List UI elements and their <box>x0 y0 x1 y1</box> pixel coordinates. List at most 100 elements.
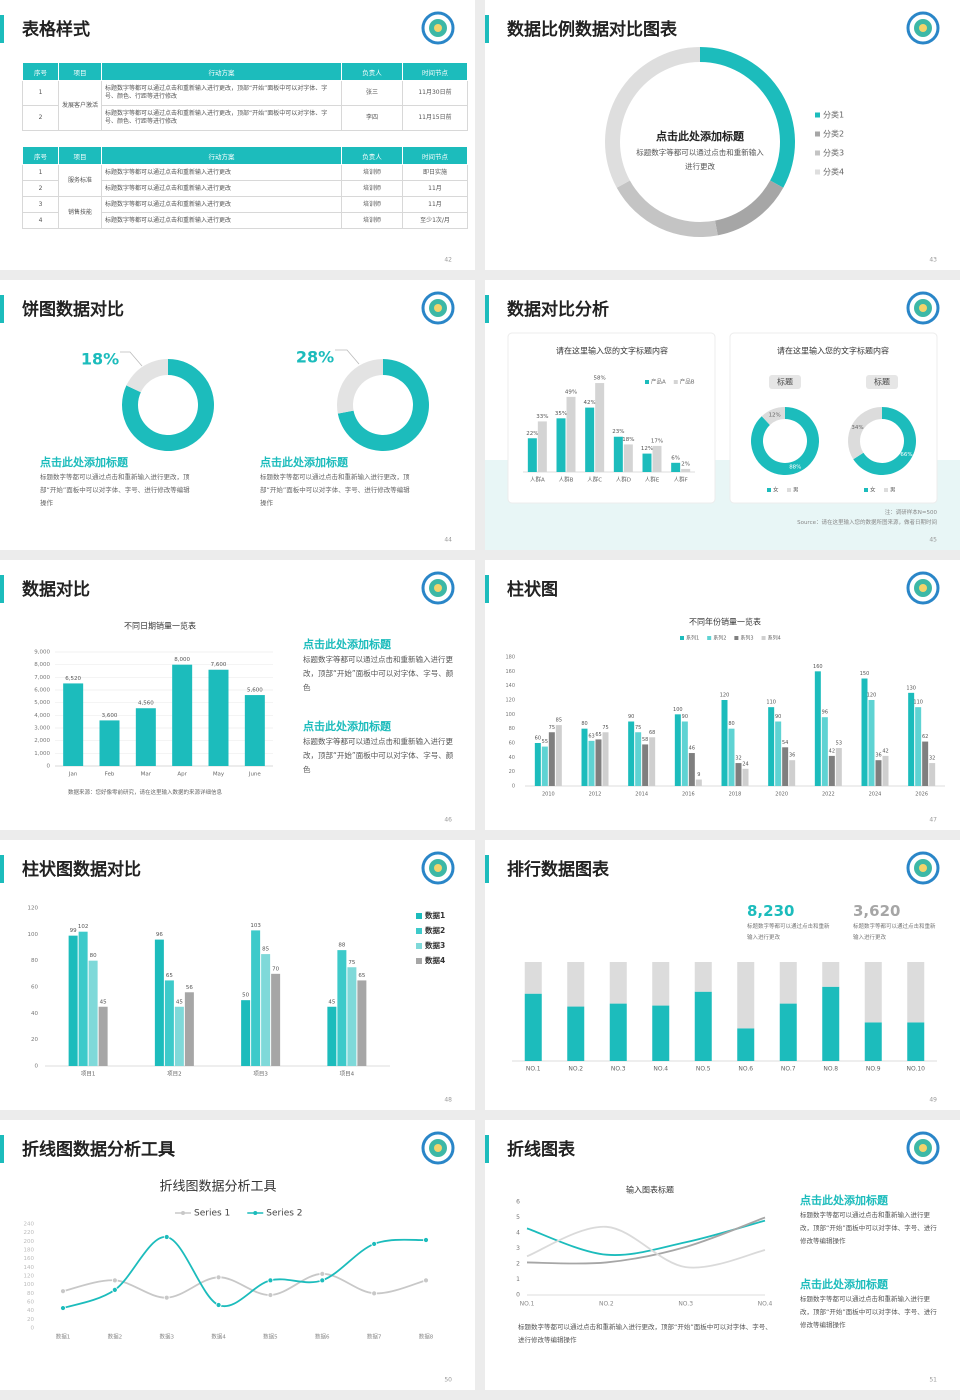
logo <box>421 291 455 325</box>
x-tick-label: Apr <box>177 772 187 778</box>
bar-segment <box>907 1022 925 1061</box>
title-accent <box>485 295 489 323</box>
y-tick-label: 0 <box>47 764 51 770</box>
y-tick-label: 180 <box>505 655 515 661</box>
logo <box>906 291 940 325</box>
data-label: 49% <box>565 389 577 395</box>
data-label: 88% <box>789 465 801 471</box>
page-number: 50 <box>444 1377 452 1384</box>
x-tick-label: 人群E <box>645 476 660 484</box>
bar <box>649 737 656 786</box>
title-accent <box>485 855 489 883</box>
cell-index: 4 <box>22 212 59 229</box>
slide: 排行数据图表 49 NO.1 NO.2 NO.3 NO.4 NO.5 NO.6 NO.7 NO.8… <box>485 840 960 1110</box>
x-tick-label: Feb <box>105 772 115 778</box>
data-label: 75 <box>602 725 608 731</box>
table-row: 1 服务标准 标题数字等都可以通过点击和重新输入进行更改 培训师 即日实施 <box>22 164 468 197</box>
slide-canvas: 柱状图 47 不同年份销量一览表 0 20 40 60 80 100 120 140 160 180 20… <box>485 571 945 824</box>
x-tick-label: NO.3 <box>611 1066 626 1073</box>
logo <box>421 571 455 605</box>
data-label: 32 <box>929 756 935 762</box>
item-heading: 点击此处添加标题 <box>800 1194 888 1207</box>
header-cell: 行动方案 <box>101 146 342 165</box>
logo-center <box>434 584 442 592</box>
logo-center <box>919 1144 927 1152</box>
y-tick-label: 20 <box>27 1317 34 1323</box>
bar <box>184 992 194 1066</box>
footer-text: 标题数字等都可以通过点击和重新输入进行更改，顶部“开始”面板中可以对字体、字号、… <box>518 1323 772 1344</box>
bar <box>581 728 588 786</box>
header-cell: 负责人 <box>341 62 403 81</box>
cell-project: 服务标准 <box>58 164 102 197</box>
source: Source：请在这里输入您的数据所图来源，做者日期时间 <box>797 520 937 526</box>
slide: 饼图数据对比 44 18% 28% 点击此处添加标题 标题数字等都可以通过点击和重新输入进… <box>0 280 475 550</box>
table-row: 3 销售技能 标题数字等都可以通过点击和重新输入进行更改 培训师 11月 <box>22 196 468 229</box>
legend-label: 数据2 <box>425 925 445 935</box>
y-tick-label: 200 <box>24 1239 35 1245</box>
legend-label: 分类4 <box>823 167 844 177</box>
chart-title: 请在这里输入您的文字标题内容 <box>556 346 668 356</box>
header-cell: 项目 <box>58 62 102 81</box>
x-tick-label: 项目1 <box>81 1071 96 1078</box>
y-tick-label: 20 <box>509 769 515 775</box>
y-tick-label: 40 <box>31 1011 38 1017</box>
bar <box>88 960 98 1066</box>
slide-title: 数据对比分析 <box>507 299 609 320</box>
cell-deadline: 11月30日前 <box>402 80 468 106</box>
bar <box>548 732 555 786</box>
data-label: 75 <box>635 725 641 731</box>
y-tick-label: 100 <box>28 932 39 938</box>
data-label: 90 <box>628 714 634 720</box>
x-tick-label: NO.3 <box>678 1301 693 1308</box>
bar <box>922 741 929 786</box>
y-tick-label: 140 <box>505 683 515 689</box>
bar <box>135 708 156 766</box>
legend-label: 数据1 <box>425 910 445 920</box>
bar-segment <box>524 993 542 1061</box>
bar-segment <box>694 962 712 992</box>
logo <box>421 851 455 885</box>
slide-title: 数据对比 <box>22 579 90 600</box>
bar <box>251 930 261 1066</box>
item-text: 标题数字等都可以通过点击和重新输入进行更改，顶部“开始”面板中可以对字体、字号、… <box>260 473 410 507</box>
donut-segment <box>126 359 168 393</box>
bar <box>688 753 695 786</box>
bar <box>908 692 915 786</box>
data-label: 60 <box>535 736 541 742</box>
y-tick-label: 0 <box>516 1292 520 1299</box>
donut-segment <box>700 47 795 188</box>
bar <box>347 967 357 1066</box>
bar <box>728 728 735 786</box>
bar <box>585 407 595 472</box>
bar-segment <box>779 962 797 1004</box>
legend-swatch <box>680 636 684 640</box>
data-label: 75 <box>348 960 355 966</box>
data-label: 99 <box>70 928 77 934</box>
item-text: 标题数字等都可以通过点击和重新输入进行更改，顶部“开始”面板中可以对字体、字号、… <box>303 655 454 692</box>
data-label: 45 <box>328 999 335 1005</box>
bar-segment <box>907 962 925 1023</box>
data-label: 8,000 <box>174 657 190 663</box>
item-text: 标题数字等都可以通过点击和重新输入进行更改，顶部“开始”面板中可以对字体、字号、… <box>303 737 454 774</box>
bar <box>241 1000 251 1066</box>
bar <box>835 748 842 786</box>
bar <box>821 717 828 786</box>
title-accent <box>485 575 489 603</box>
data-label: 9 <box>697 772 700 778</box>
bar <box>337 950 347 1066</box>
data-label: 96 <box>156 932 163 938</box>
bar <box>861 678 868 786</box>
bar <box>775 721 782 786</box>
x-tick-label: 人群D <box>616 476 631 484</box>
legend-swatch <box>761 636 766 640</box>
x-tick-label: 数据8 <box>419 1333 434 1341</box>
x-tick-label: 2018 <box>729 792 742 798</box>
data-label: 68 <box>649 730 655 736</box>
chart-title: 请在这里输入您的文字标题内容 <box>777 346 889 356</box>
x-tick-label: 2014 <box>635 792 648 798</box>
item-text: 标题数字等都可以通过点击和重新输入进行更改，顶部“开始”面板中可以对字体、字号、… <box>800 1211 937 1245</box>
x-tick-label: NO.7 <box>781 1066 796 1073</box>
bar-segment <box>864 1022 882 1061</box>
page-number: 43 <box>929 257 937 264</box>
legend-label: 系列1 <box>686 635 699 642</box>
